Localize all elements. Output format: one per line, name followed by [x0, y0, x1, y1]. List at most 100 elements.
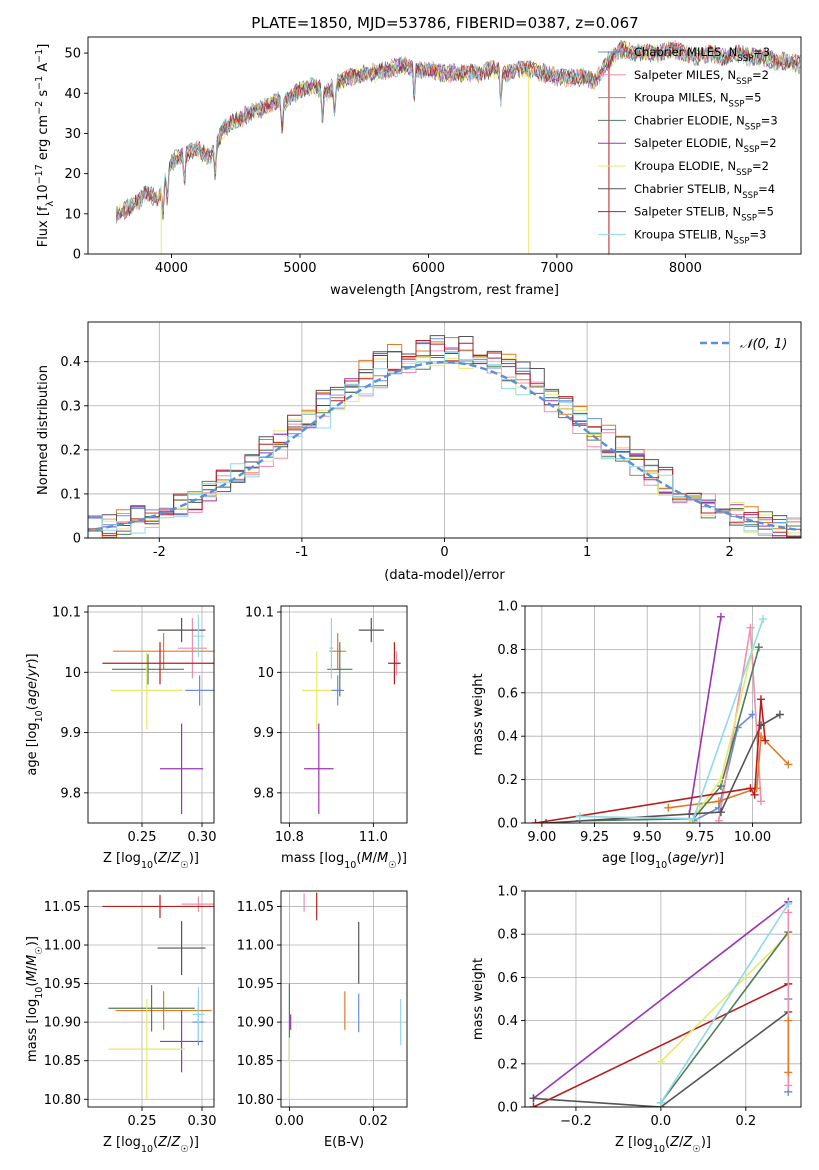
- weight-marker: [716, 775, 725, 784]
- plot-area: [529, 897, 793, 1107]
- x-axis-label: Z [log10(Z/Z☉)]: [103, 1135, 199, 1155]
- y-tick-label: 0: [73, 248, 81, 263]
- weight-marker: [656, 1098, 665, 1107]
- weight-marker: [575, 812, 584, 821]
- weight-marker: [685, 819, 694, 823]
- label-part: Z: [170, 1135, 181, 1150]
- weight-marker: [784, 899, 793, 908]
- legend-item-count: =2: [760, 136, 777, 150]
- legend-item: Kroupa ELODIE, NSSP=2: [634, 159, 769, 178]
- y-tick-label: 10.1: [52, 606, 81, 621]
- weight-line: [533, 1011, 789, 1107]
- y-tick-label: 0.4: [60, 355, 81, 370]
- weight-marker: [714, 797, 723, 806]
- plot-area: [88, 335, 801, 538]
- legend-item: Salpeter ELODIE, NSSP=2: [634, 136, 777, 155]
- legend-item-subscript: SSP: [742, 191, 758, 201]
- x-tick-label: 1: [583, 545, 591, 560]
- y-axis-label: Flux [fλ10−17 erg cm−2 s−1 A−1]: [34, 44, 56, 248]
- label-part: −1: [34, 76, 45, 90]
- y-tick-label: 50: [64, 47, 81, 62]
- y-tick-label: 10.90: [44, 1016, 81, 1031]
- mass-vs-extinction-panel: 0.00 0.02 10.80 10.85 10.90 10.95 11.00 11.05 E(…: [237, 890, 408, 1150]
- x-tick-label: −0.2: [560, 1114, 592, 1129]
- label-part: −1: [34, 49, 45, 63]
- legend-item-subscript: SSP: [744, 145, 760, 155]
- y-tick-label: 1.0: [497, 885, 518, 900]
- weight-marker: [529, 1094, 538, 1103]
- weight-line: [533, 983, 789, 1107]
- legend-item-subscript: SSP: [745, 122, 761, 132]
- x-tick-label: -2: [153, 545, 166, 560]
- label-part: Z [log: [103, 1135, 141, 1150]
- label-part: age [log: [602, 851, 655, 866]
- weight-line: [660, 903, 789, 1104]
- y-tick-label: 0.4: [497, 730, 518, 745]
- legend-item-label: Salpeter MILES, N: [634, 68, 736, 82]
- y-tick-label: 0.0: [497, 817, 518, 832]
- y-axis-label: Normed distribution: [36, 365, 51, 495]
- y-tick-label: 20: [64, 167, 81, 182]
- legend-item-count: =5: [744, 91, 761, 105]
- label-part: )]: [25, 653, 40, 663]
- x-axis-label: Z [log10(Z/Z☉)]: [103, 851, 199, 871]
- label-part: /: [373, 851, 378, 866]
- y-tick-label: 9.9: [253, 726, 274, 741]
- plot-area: [531, 612, 793, 823]
- label-part: /: [25, 676, 40, 681]
- label-part: A: [36, 63, 51, 76]
- y-tick-label: 10.90: [237, 1016, 274, 1031]
- histogram-series: [88, 340, 801, 538]
- label-part: M: [377, 851, 388, 866]
- weight-marker: [775, 710, 784, 719]
- label-part: ]: [36, 44, 51, 49]
- label-part: Flux [f: [36, 206, 51, 247]
- label-part: age: [672, 851, 696, 866]
- axes-frame: [87, 605, 215, 824]
- y-tick-label: 0.0: [497, 1101, 518, 1116]
- x-tick-label: 2: [726, 545, 734, 560]
- y-tick-label: 0.2: [497, 1057, 518, 1072]
- y-tick-label: 11.05: [44, 900, 81, 915]
- label-part: mass [log: [281, 851, 344, 866]
- plot-area: [302, 618, 401, 814]
- legend-item-label: Kroupa STELIB, N: [634, 227, 734, 241]
- weight-line: [660, 933, 789, 1063]
- weight-line: [546, 713, 781, 823]
- weight-marker: [531, 819, 540, 823]
- label-part: (: [665, 1135, 670, 1150]
- weight-marker: [714, 816, 723, 823]
- legend-item: Chabrier MILES, NSSP=3: [634, 45, 770, 64]
- y-axis-label: age [log10(age/yr)]: [25, 653, 45, 775]
- x-axis-label: (data-model)/error: [384, 568, 505, 583]
- label-part: /: [679, 1135, 684, 1150]
- label-part: ☉: [34, 946, 45, 955]
- weight-line: [533, 901, 789, 1100]
- x-axis-label: E(B-V): [324, 1135, 364, 1150]
- label-part: M: [25, 970, 40, 981]
- legend-item: Kroupa STELIB, NSSP=3: [634, 227, 766, 246]
- x-tick-label: 6000: [412, 261, 445, 276]
- x-axis-label: age [log10(age/yr)]: [602, 851, 724, 871]
- x-tick-label: 9.50: [633, 830, 662, 845]
- label-part: (: [25, 982, 40, 987]
- y-tick-label: 11.05: [237, 900, 274, 915]
- weight-marker: [746, 623, 755, 632]
- legend-item-label: Kroupa MILES, N: [634, 91, 729, 105]
- y-axis-label: mass [log10(M/M☉)]: [25, 936, 45, 1062]
- label-part: /: [697, 851, 702, 866]
- plot-area: [102, 894, 214, 1100]
- legend-item-count: =3: [753, 45, 770, 59]
- y-tick-label: 10.85: [237, 1054, 274, 1069]
- legend-item-label: Chabrier STELIB, N: [634, 182, 742, 196]
- x-tick-label: 7000: [540, 261, 573, 276]
- legend-item-subscript: SSP: [737, 54, 753, 64]
- x-tick-label: 0.30: [188, 1114, 217, 1129]
- legend-item: Salpeter STELIB, NSSP=5: [634, 205, 774, 224]
- y-tick-label: 1.0: [497, 600, 518, 615]
- axes-frame: [87, 890, 215, 1108]
- weight-marker: [716, 808, 725, 817]
- plot-area: [102, 615, 214, 814]
- weight-marker: [529, 1103, 538, 1107]
